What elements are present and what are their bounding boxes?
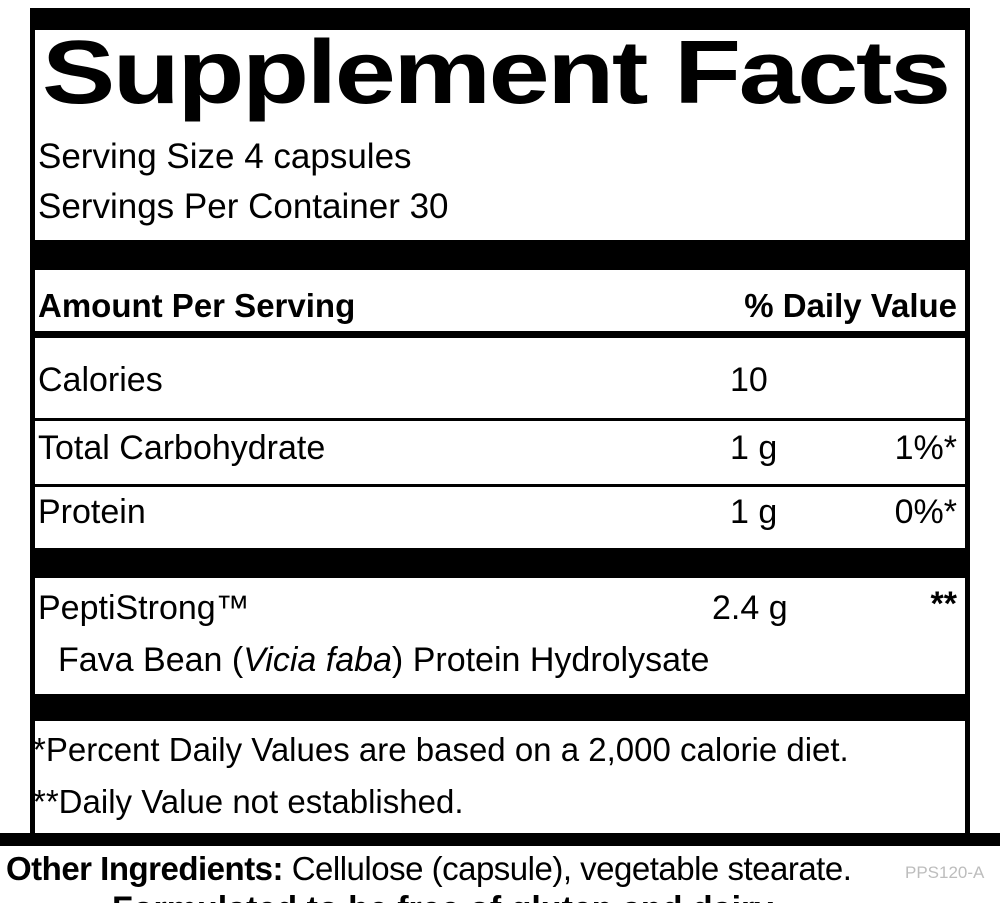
sub-suffix: ) Protein Hydrolysate: [391, 641, 710, 679]
header-daily-value: % Daily Value: [744, 287, 957, 324]
sub-latin-name: Vicia faba: [243, 641, 392, 679]
row-protein-dv: 0%*: [894, 493, 957, 531]
row-divider: [35, 418, 965, 421]
product-code: PPS120-A: [905, 863, 985, 882]
full-width-rule: [0, 833, 1000, 846]
other-ingredients-text: Cellulose (capsule), vegetable stearate.: [283, 850, 852, 887]
row-peptistrong-dv: **: [930, 585, 957, 623]
other-ingredients-line: Other Ingredients: Cellulose (capsule), …: [6, 849, 852, 889]
row-peptistrong-name: PeptiStrong™: [38, 589, 250, 627]
supplement-facts-title: Supplement Facts: [42, 23, 951, 123]
thick-divider-bottom: [35, 694, 965, 721]
box-right-border: [965, 8, 970, 836]
servings-per-container: Servings Per Container 30: [38, 187, 449, 226]
row-calories-amount: 10: [730, 361, 768, 399]
sub-prefix: Fava Bean (: [58, 641, 244, 679]
box-left-border: [30, 8, 35, 836]
row-peptistrong-sub: Fava Bean (Vicia faba) Protein Hydrolysa…: [58, 640, 709, 681]
row-carbohydrate-dv: 1%*: [894, 429, 957, 467]
clipped-bottom-text: Formulated to be free of gluten and dair…: [112, 890, 780, 903]
row-carbohydrate-amount: 1 g: [730, 429, 778, 467]
row-divider: [35, 484, 965, 487]
header-amount-per-serving: Amount Per Serving: [38, 287, 356, 324]
footnote-not-established: **Daily Value not established.: [33, 783, 464, 820]
box-top-border: [30, 8, 970, 30]
thick-divider-top: [35, 240, 965, 270]
thick-divider-middle: [35, 548, 965, 578]
row-peptistrong-amount: 2.4 g: [712, 589, 788, 627]
row-calories-name: Calories: [38, 361, 163, 399]
footnote-percent-dv: *Percent Daily Values are based on a 2,0…: [33, 731, 849, 768]
header-rule: [35, 331, 965, 338]
row-protein-amount: 1 g: [730, 493, 778, 531]
other-ingredients-label: Other Ingredients:: [6, 850, 284, 887]
row-carbohydrate-name: Total Carbohydrate: [38, 429, 326, 467]
serving-size: Serving Size 4 capsules: [38, 137, 412, 176]
row-protein-name: Protein: [38, 493, 146, 531]
